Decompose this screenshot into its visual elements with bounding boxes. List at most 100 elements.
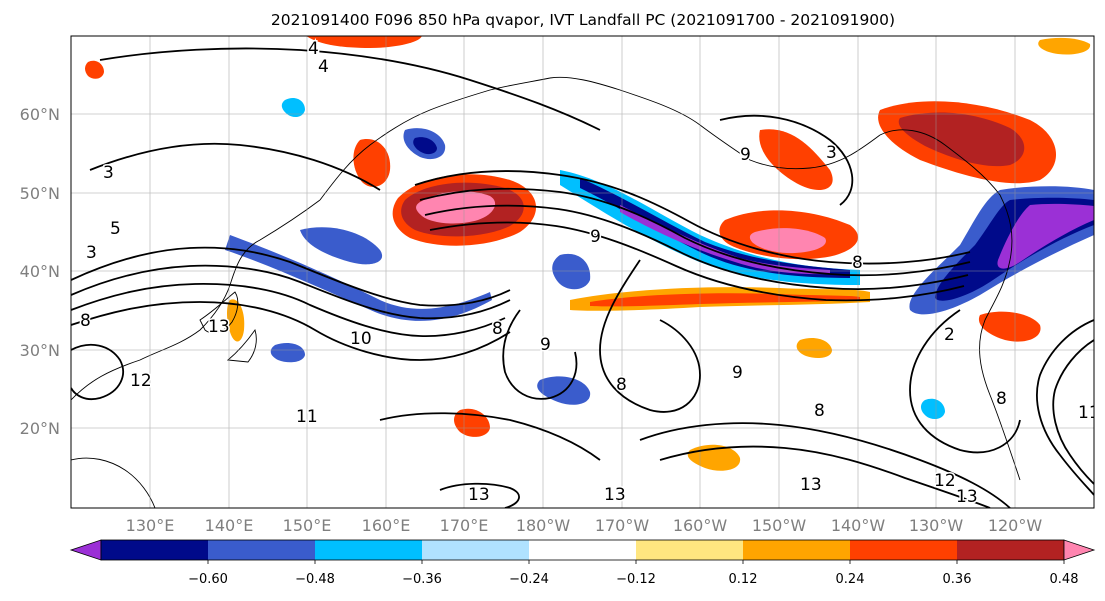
contour-line [379, 412, 601, 461]
contour-line [639, 422, 1011, 508]
shading-positive [759, 129, 833, 190]
coastline [226, 328, 257, 363]
contour-line [439, 482, 520, 508]
contour-label: 9 [540, 335, 551, 355]
lon-tick-label: 140°W [831, 516, 886, 535]
colorbar-cell [315, 540, 422, 560]
contour-label: 12 [934, 471, 956, 491]
colorbar-cell [957, 540, 1064, 560]
contour-label: 5 [110, 219, 121, 239]
shading-negative [281, 98, 305, 118]
shading-negative [300, 227, 383, 265]
contour-label: 8 [492, 319, 503, 339]
contour-line [429, 221, 965, 302]
shading-positive [796, 338, 832, 358]
map-panel: 4 4 3 3 5 3 8 13 12 10 11 8 9 8 9 8 8 9 … [20, 35, 1100, 535]
contour-label: 9 [732, 363, 743, 383]
colorbar-tick-label: −0.12 [616, 572, 656, 587]
lon-tick-label: 150°E [283, 516, 332, 535]
shading-positive [416, 191, 496, 224]
shading-positive [978, 311, 1041, 342]
shading-negative [413, 137, 437, 155]
contour-label: 8 [996, 389, 1007, 409]
contour-label: 10 [350, 329, 372, 349]
contour-line [71, 264, 511, 320]
contour-line [414, 170, 971, 265]
contour-label: 9 [590, 227, 601, 247]
contour-line [1052, 339, 1094, 485]
ivt-contours [71, 47, 1094, 508]
colorbar-tick-label: −0.48 [295, 572, 335, 587]
contour-line [424, 204, 969, 291]
contour-line [71, 301, 511, 361]
contour-label: 13 [208, 317, 230, 337]
lon-tick-label: 160°W [673, 516, 728, 535]
colorbar-cell [529, 540, 636, 560]
lat-tick-label: 30°N [20, 341, 60, 360]
contour-label: 12 [130, 371, 152, 391]
shading-negative [270, 343, 305, 363]
colorbar: −0.60 −0.48 −0.36 −0.24 −0.12 0.12 0.24 0.36 0.4… [69, 539, 1096, 587]
shading-negative [920, 398, 945, 420]
colorbar-extend-min [69, 539, 102, 561]
lat-tick-label: 50°N [20, 184, 60, 203]
contour-label: 4 [308, 39, 319, 59]
contour-label: 3 [103, 163, 114, 183]
colorbar-cell [101, 540, 208, 560]
contour-label: 3 [826, 143, 837, 163]
contour-line [599, 259, 701, 413]
colorbar-tick-label: 0.48 [1050, 572, 1079, 587]
contour-line [659, 445, 991, 508]
shading-positive [227, 299, 245, 342]
colorbar-cell [743, 540, 850, 560]
shading-positive [306, 36, 422, 48]
contour-labels: 4 4 3 3 5 3 8 13 12 10 11 8 9 8 9 8 8 9 … [79, 38, 1100, 509]
colorbar-cell [422, 540, 529, 560]
contour-label: 4 [318, 57, 329, 77]
shading-negative [997, 203, 1094, 269]
contour-line [71, 343, 124, 401]
shading-negative [580, 178, 850, 278]
contour-label: 8 [852, 253, 863, 273]
colorbar-extend-max [1063, 539, 1096, 561]
lon-tick-label: 120°W [988, 516, 1043, 535]
colorbar-tick-label: −0.36 [402, 572, 442, 587]
lon-tick-label: 130°E [126, 516, 175, 535]
longitude-labels: 130°E 140°E 150°E 160°E 170°E 180°W 170°W 160°W… [126, 516, 1043, 535]
contour-label: 8 [814, 401, 825, 421]
colorbar-tick-label: −0.60 [188, 572, 228, 587]
coastline [319, 77, 551, 201]
colorbar-tick-label: −0.24 [509, 572, 549, 587]
contour-label: 11 [1078, 403, 1100, 423]
contour-line [71, 283, 506, 337]
contour-label: 13 [800, 475, 822, 495]
shading-positive [898, 112, 1025, 167]
contour-line [909, 309, 1021, 454]
contour-line [719, 114, 854, 206]
lat-tick-label: 60°N [20, 105, 60, 124]
contour-line [71, 246, 511, 307]
shading-positive [1038, 37, 1091, 55]
contour-label: 8 [616, 375, 627, 395]
lon-tick-label: 130°W [909, 516, 964, 535]
contour-label: 13 [468, 485, 490, 505]
contour-label: 8 [80, 311, 91, 331]
coastline [71, 457, 156, 508]
lon-tick-label: 160°E [362, 516, 411, 535]
contour-line [89, 142, 381, 191]
contour-label: 11 [296, 407, 318, 427]
contour-label: 3 [86, 243, 97, 263]
coastline [879, 129, 1021, 481]
shading-negative [552, 253, 591, 290]
shading-positive [749, 228, 826, 254]
lat-tick-label: 40°N [20, 262, 60, 281]
lon-tick-label: 180°W [516, 516, 571, 535]
colorbar-cell [850, 540, 957, 560]
lon-tick-label: 170°E [440, 516, 489, 535]
contour-label: 13 [956, 487, 978, 507]
coastline [549, 76, 881, 170]
map-title: 2021091400 F096 850 hPa qvapor, IVT Land… [271, 11, 895, 29]
latitude-labels: 20°N 30°N 40°N 50°N 60°N [20, 105, 60, 438]
colorbar-tick-label: 0.36 [943, 572, 972, 587]
